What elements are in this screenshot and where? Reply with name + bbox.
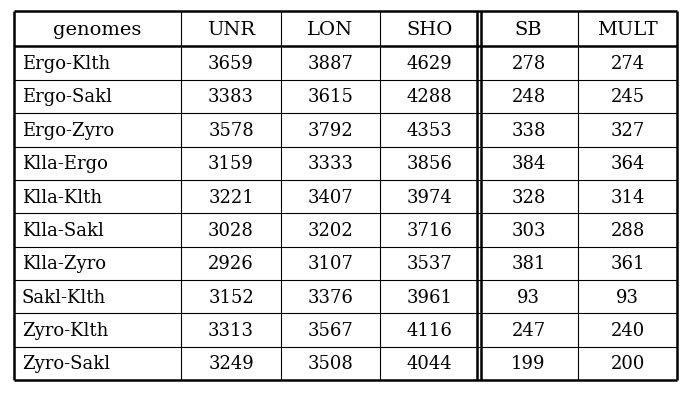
- Text: 4044: 4044: [406, 354, 452, 373]
- Text: 3028: 3028: [208, 221, 254, 239]
- Text: 3159: 3159: [208, 155, 254, 173]
- Text: 4629: 4629: [406, 55, 452, 73]
- Text: 381: 381: [511, 255, 546, 273]
- Text: 245: 245: [611, 88, 644, 106]
- Text: 274: 274: [611, 55, 644, 73]
- Text: 328: 328: [511, 188, 546, 206]
- Text: 3856: 3856: [406, 155, 452, 173]
- Text: 3407: 3407: [307, 188, 353, 206]
- Text: 3792: 3792: [307, 122, 353, 140]
- Text: 3961: 3961: [406, 288, 452, 306]
- Text: Sakl-Klth: Sakl-Klth: [22, 288, 106, 306]
- Text: 3974: 3974: [406, 188, 452, 206]
- Text: 3202: 3202: [307, 221, 353, 239]
- Text: 3537: 3537: [406, 255, 452, 273]
- Text: 3313: 3313: [208, 321, 254, 339]
- Text: 93: 93: [517, 288, 540, 306]
- Text: Ergo-Zyro: Ergo-Zyro: [22, 122, 114, 140]
- Text: Ergo-Klth: Ergo-Klth: [22, 55, 110, 73]
- Text: Klla-Sakl: Klla-Sakl: [22, 221, 104, 239]
- Text: genomes: genomes: [53, 21, 142, 38]
- Text: 3107: 3107: [307, 255, 353, 273]
- Text: 361: 361: [610, 255, 645, 273]
- Text: Klla-Zyro: Klla-Zyro: [22, 255, 106, 273]
- Text: 3615: 3615: [307, 88, 353, 106]
- Text: 4116: 4116: [406, 321, 452, 339]
- Text: 200: 200: [610, 354, 645, 373]
- Text: 3578: 3578: [208, 122, 254, 140]
- Text: 4288: 4288: [406, 88, 452, 106]
- Text: SB: SB: [514, 21, 542, 38]
- Text: 3659: 3659: [208, 55, 254, 73]
- Text: 2926: 2926: [208, 255, 254, 273]
- Text: Ergo-Sakl: Ergo-Sakl: [22, 88, 112, 106]
- Text: 3383: 3383: [208, 88, 254, 106]
- Text: 248: 248: [512, 88, 546, 106]
- Text: 3152: 3152: [208, 288, 254, 306]
- Text: 327: 327: [610, 122, 645, 140]
- Text: 364: 364: [610, 155, 645, 173]
- Text: 93: 93: [616, 288, 639, 306]
- Text: 3333: 3333: [307, 155, 353, 173]
- Text: Zyro-Sakl: Zyro-Sakl: [22, 354, 110, 373]
- Text: MULT: MULT: [597, 21, 658, 38]
- Text: 278: 278: [512, 55, 546, 73]
- Text: SHO: SHO: [406, 21, 453, 38]
- Text: UNR: UNR: [207, 21, 255, 38]
- Text: 3249: 3249: [208, 354, 254, 373]
- Text: Klla-Ergo: Klla-Ergo: [22, 155, 108, 173]
- Text: 3887: 3887: [307, 55, 353, 73]
- Text: LON: LON: [307, 21, 353, 38]
- Text: 3567: 3567: [307, 321, 353, 339]
- Text: 240: 240: [610, 321, 645, 339]
- Text: 247: 247: [512, 321, 546, 339]
- Text: 384: 384: [511, 155, 546, 173]
- Text: 199: 199: [511, 354, 546, 373]
- Text: 338: 338: [511, 122, 546, 140]
- Text: 288: 288: [610, 221, 645, 239]
- Text: 3508: 3508: [307, 354, 353, 373]
- Text: 3376: 3376: [307, 288, 353, 306]
- Text: Zyro-Klth: Zyro-Klth: [22, 321, 108, 339]
- Text: 4353: 4353: [406, 122, 452, 140]
- Text: Klla-Klth: Klla-Klth: [22, 188, 102, 206]
- Text: 3716: 3716: [406, 221, 452, 239]
- Text: 314: 314: [610, 188, 645, 206]
- Text: 3221: 3221: [208, 188, 254, 206]
- Text: 303: 303: [511, 221, 546, 239]
